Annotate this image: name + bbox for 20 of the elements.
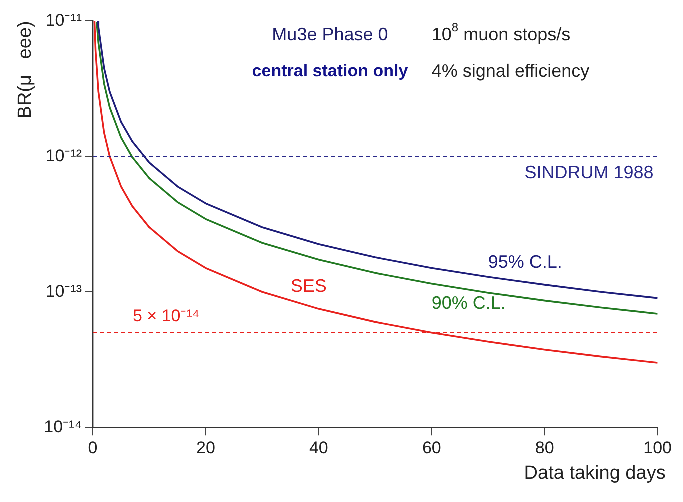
x-tick-label: 40	[309, 438, 328, 458]
x-tick-label: 100	[644, 438, 672, 458]
x-tick-label: 80	[535, 438, 554, 458]
annotation: central station only	[252, 62, 409, 81]
y-tick-label: 10⁻¹³	[46, 282, 82, 301]
x-axis-title: Data taking days	[524, 462, 666, 484]
ref-line-label: 5 × 10⁻¹⁴	[133, 306, 200, 326]
x-tick-label: 0	[88, 438, 98, 458]
x-tick-label: 60	[422, 438, 442, 458]
y-tick-label: 10⁻¹²	[46, 146, 82, 166]
x-tick-label: 20	[196, 438, 216, 458]
y-axis-title: BR(μ eee)	[15, 21, 36, 119]
series-label: SES	[290, 276, 327, 296]
series-label: 95% C.L.	[488, 252, 562, 272]
annotation: Mu3e Phase 0	[272, 24, 388, 44]
annotation: 4% signal efficiency	[432, 60, 590, 81]
y-tick-label: 10⁻¹¹	[46, 10, 82, 30]
ref-line-label: SINDRUM 1988	[524, 162, 654, 183]
y-tick-label: 10⁻¹⁴	[44, 417, 82, 436]
series-label: 90% C.L.	[432, 292, 506, 313]
